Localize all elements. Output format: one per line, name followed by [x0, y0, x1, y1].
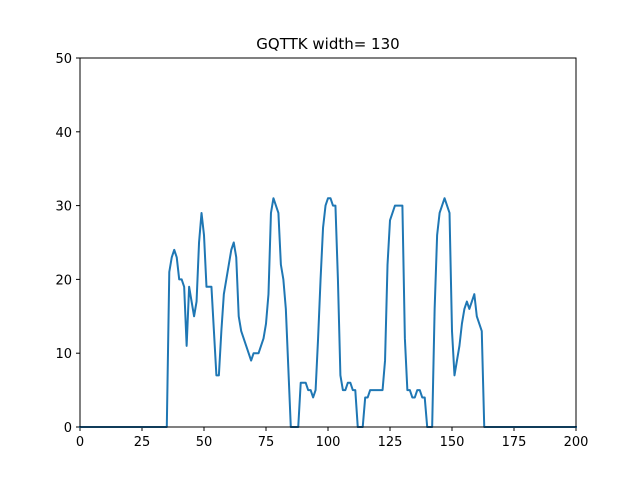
y-tick-label: 30	[55, 200, 72, 215]
x-axis: 0 25 50 75 100 125 150 175 200	[76, 427, 589, 450]
x-tick-label: 125	[378, 435, 403, 450]
y-tick-label: 40	[55, 126, 72, 141]
plot-area-frame	[79, 57, 577, 428]
y-tick-label: 10	[55, 347, 72, 362]
x-tick-label: 75	[258, 435, 275, 450]
y-axis: 0 10 20 30 40 50	[55, 52, 80, 436]
x-tick-label: 175	[502, 435, 527, 450]
x-tick-label: 50	[196, 435, 213, 450]
y-tick-label: 20	[55, 273, 72, 288]
x-tick-label: 0	[76, 435, 84, 450]
x-tick-label: 150	[440, 435, 465, 450]
chart-title: GQTTK width= 130	[256, 35, 399, 53]
series-line	[79, 197, 577, 428]
y-tick-label: 50	[55, 52, 72, 67]
x-tick-label: 100	[316, 435, 341, 450]
x-tick-label: 25	[134, 435, 151, 450]
x-tick-label: 200	[564, 435, 589, 450]
y-tick-label: 0	[64, 421, 72, 436]
